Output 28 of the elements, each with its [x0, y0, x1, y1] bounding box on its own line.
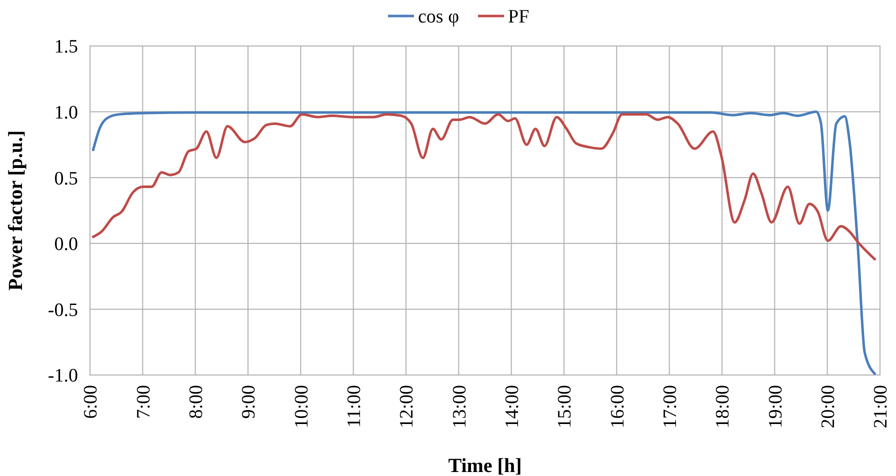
- x-tick-label: 14:00: [502, 385, 523, 428]
- y-tick-label: 0.0: [54, 234, 78, 256]
- y-tick-label: -0.5: [48, 300, 78, 321]
- x-tick-label: 20:00: [818, 385, 839, 428]
- line-series: [92, 113, 876, 260]
- y-axis-title: Power factor [p.u.]: [5, 130, 27, 291]
- x-tick-label: 11:00: [344, 385, 365, 428]
- y-tick-label: 1.5: [54, 36, 78, 58]
- x-tick-label: 19:00: [765, 385, 786, 428]
- x-tick-label: 18:00: [712, 385, 734, 428]
- x-tick-label: 12:00: [396, 385, 418, 428]
- legend-label: cos φ: [418, 6, 460, 28]
- x-tick-label: 7:00: [133, 385, 154, 419]
- line-series: [92, 110, 876, 375]
- x-tick-label: 17:00: [660, 385, 681, 428]
- x-tick-label: 8:00: [186, 385, 207, 419]
- legend-label: PF: [508, 6, 530, 28]
- x-axis-title: Time [h]: [448, 455, 522, 476]
- x-tick-label: 13:00: [449, 385, 470, 428]
- y-tick-label: -1.0: [48, 366, 78, 387]
- x-tick-label: 10:00: [291, 385, 312, 428]
- x-tick-label: 21:00: [870, 385, 892, 428]
- y-tick-label: 0.5: [54, 168, 78, 190]
- x-tick-label: 6:00: [80, 385, 102, 419]
- x-tick-label: 16:00: [607, 385, 628, 428]
- x-tick-label: 15:00: [554, 385, 576, 428]
- y-tick-label: 1.0: [54, 102, 78, 124]
- x-tick-label: 9:00: [238, 385, 260, 419]
